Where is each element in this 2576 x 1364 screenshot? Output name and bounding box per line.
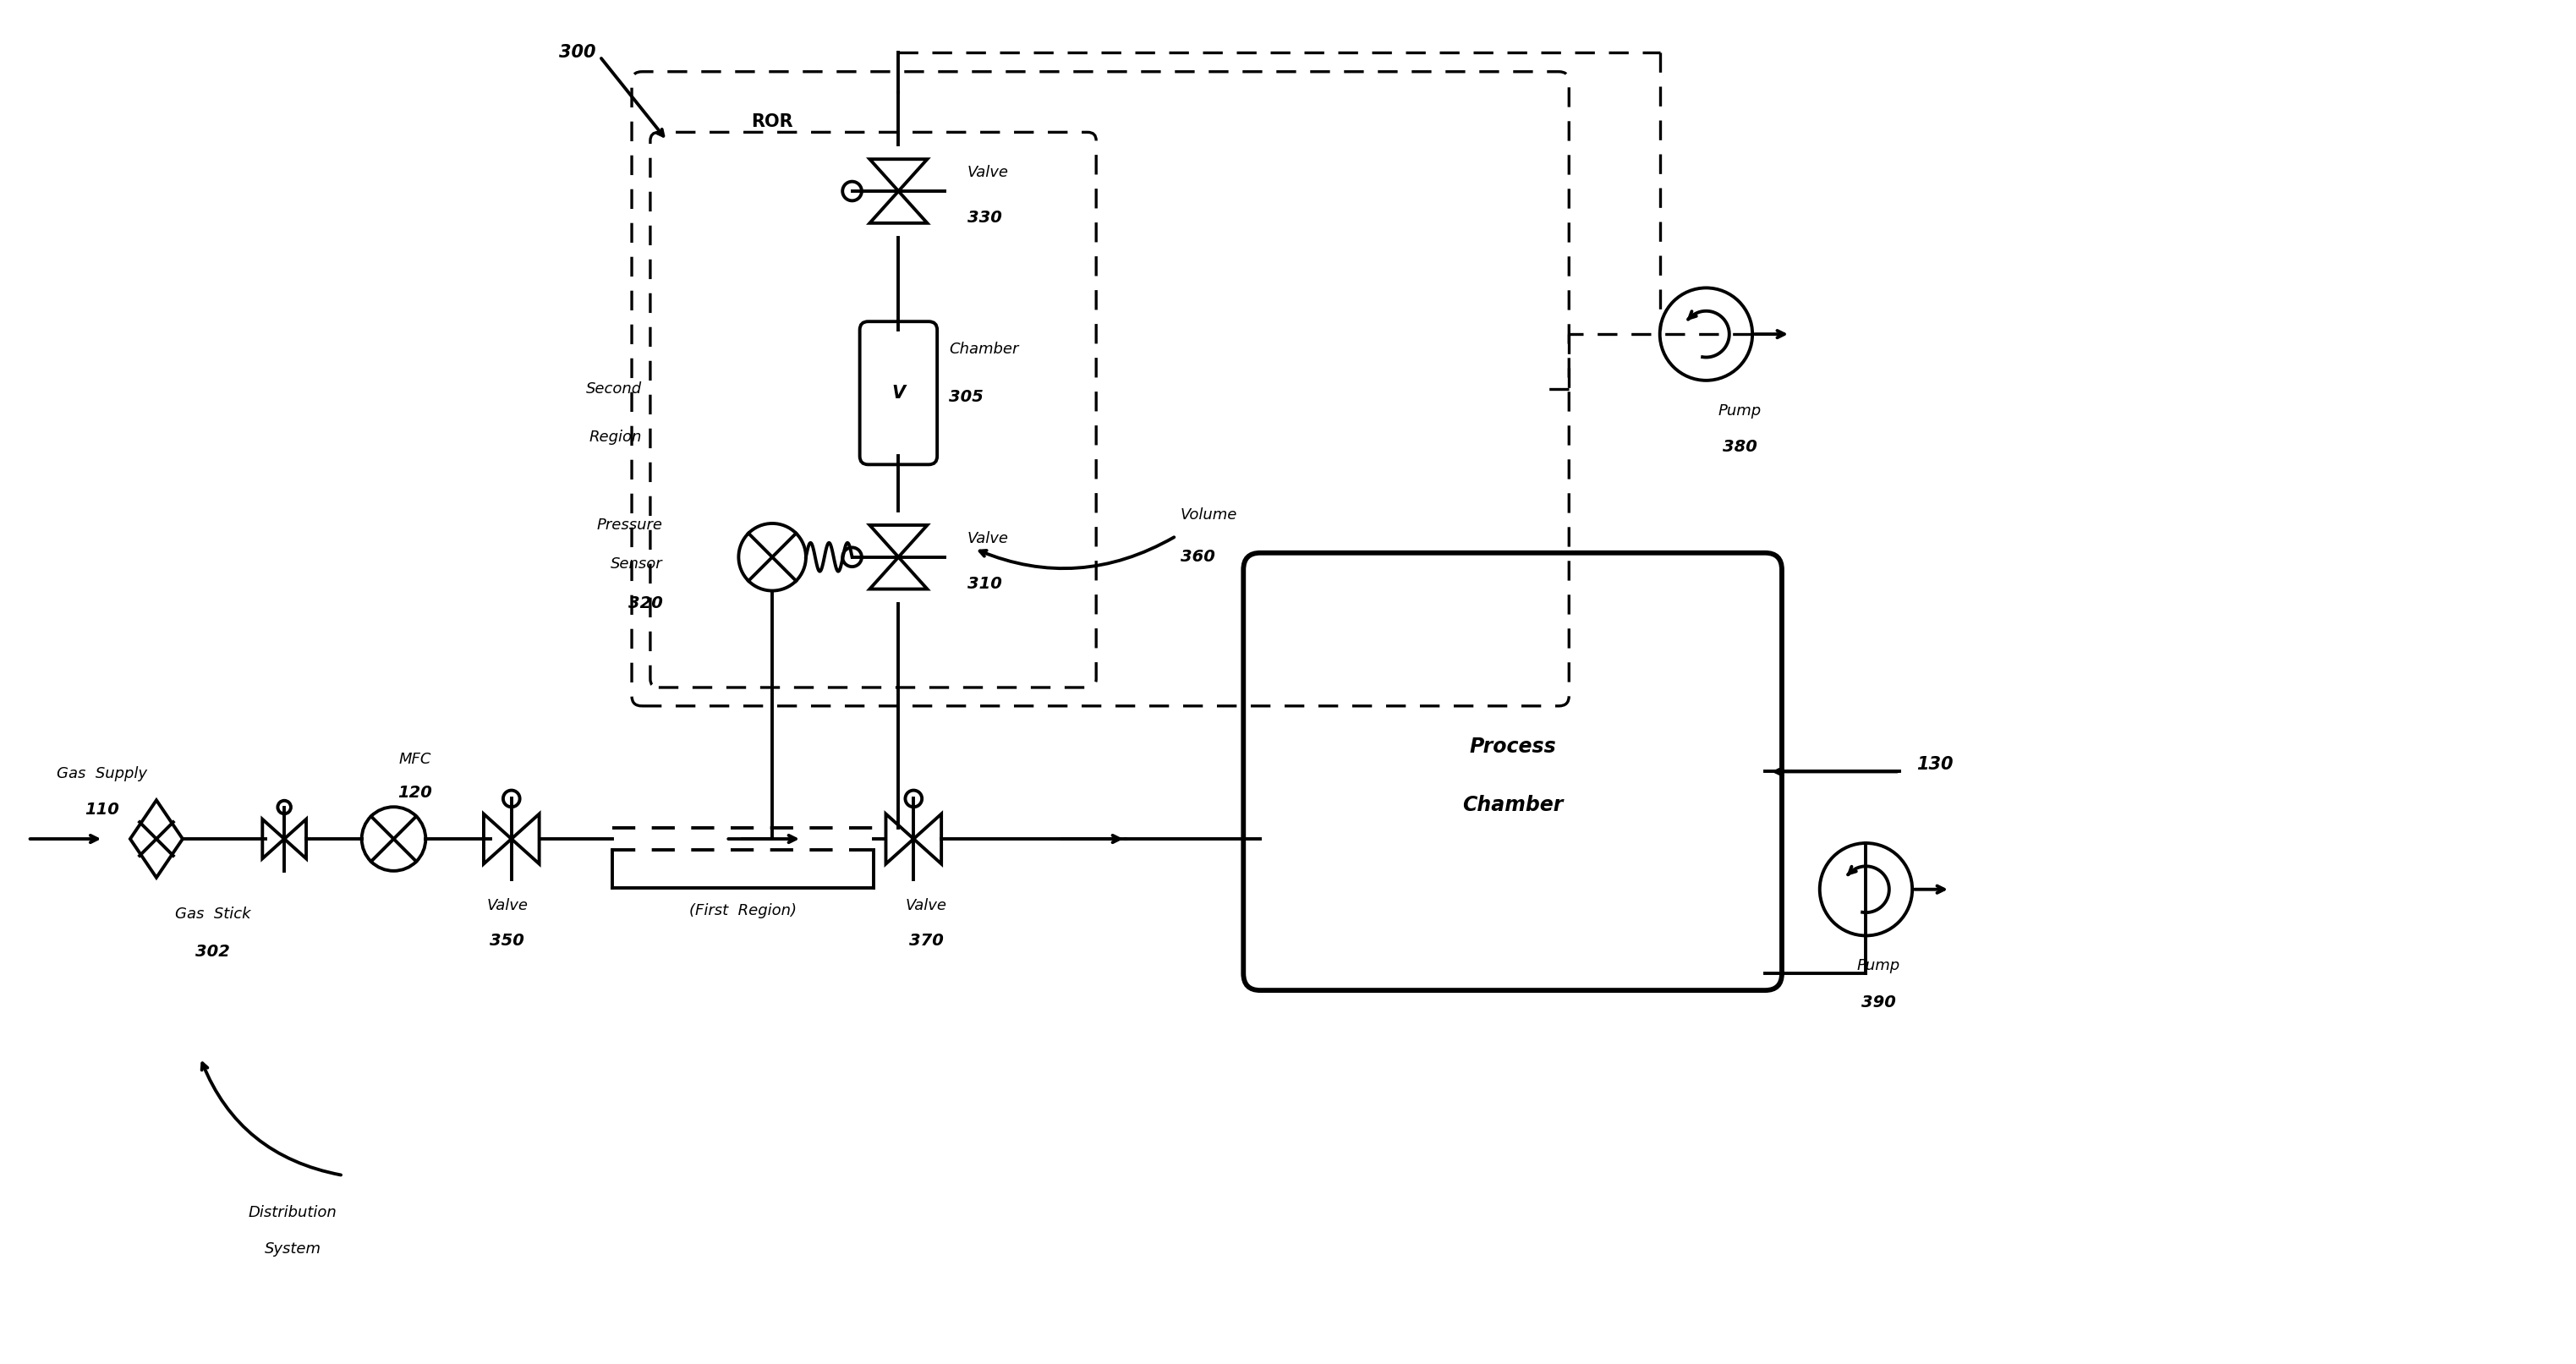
FancyBboxPatch shape: [860, 322, 938, 465]
Text: 330: 330: [969, 210, 1002, 226]
Text: V: V: [891, 385, 904, 401]
Text: 380: 380: [1723, 439, 1757, 456]
Text: 320: 320: [629, 595, 662, 611]
Text: Chamber: Chamber: [948, 341, 1018, 357]
Text: 130: 130: [1917, 757, 1953, 773]
Text: Pump: Pump: [1718, 404, 1762, 419]
Text: Valve: Valve: [487, 898, 528, 913]
Text: System: System: [265, 1241, 322, 1256]
Text: 390: 390: [1862, 994, 1896, 1011]
Text: Process: Process: [1468, 737, 1556, 757]
Text: Gas  Stick: Gas Stick: [175, 906, 250, 922]
Text: 370: 370: [909, 933, 943, 949]
Text: Sensor: Sensor: [611, 557, 662, 572]
Text: 300: 300: [559, 44, 595, 61]
Text: Valve: Valve: [907, 898, 948, 913]
Text: Region: Region: [590, 430, 641, 445]
Text: Pump: Pump: [1857, 959, 1901, 974]
Text: Volume: Volume: [1180, 507, 1236, 522]
Text: 302: 302: [196, 944, 229, 960]
Text: (First  Region): (First Region): [690, 903, 796, 918]
Text: Valve: Valve: [969, 165, 1010, 180]
Text: Gas  Supply: Gas Supply: [57, 767, 147, 782]
Text: MFC: MFC: [399, 752, 430, 768]
Text: Chamber: Chamber: [1463, 795, 1564, 816]
Text: 350: 350: [489, 933, 526, 949]
Text: Valve: Valve: [969, 531, 1010, 546]
Text: 360: 360: [1180, 550, 1216, 565]
Text: Pressure: Pressure: [598, 517, 662, 533]
Text: 305: 305: [948, 389, 984, 405]
Text: Distribution: Distribution: [247, 1204, 337, 1219]
Text: Second: Second: [585, 381, 641, 397]
Text: ROR: ROR: [752, 113, 793, 131]
Text: 110: 110: [85, 802, 118, 818]
Text: 310: 310: [969, 576, 1002, 592]
Text: 120: 120: [397, 784, 433, 801]
FancyBboxPatch shape: [1244, 552, 1783, 990]
